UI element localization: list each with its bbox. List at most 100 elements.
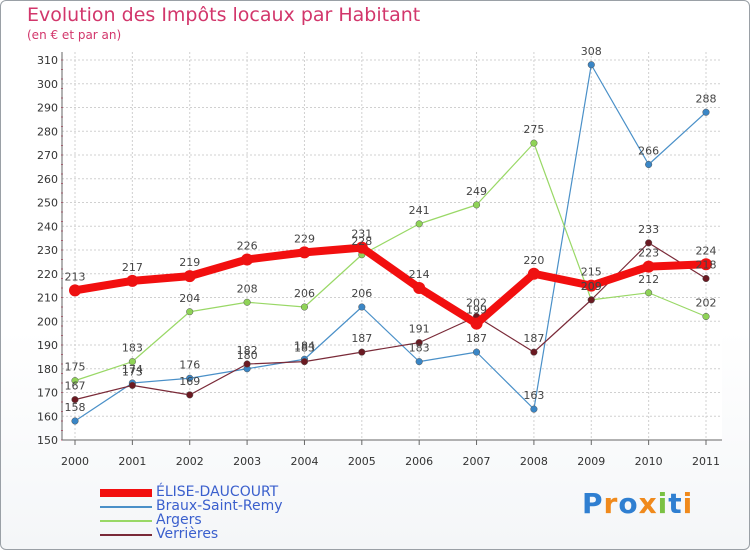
data-point--lise-daucourt-2001 bbox=[126, 274, 139, 287]
data-label-braux-saint-remy-2006: 183 bbox=[409, 342, 430, 355]
data-point-argers-2006 bbox=[415, 220, 423, 228]
legend-swatch bbox=[100, 534, 152, 536]
logo-letter: t bbox=[668, 487, 683, 520]
data-point--lise-daucourt-2004 bbox=[298, 246, 311, 259]
y-tick-label-160: 160 bbox=[37, 410, 58, 423]
x-tick-label-2007: 2007 bbox=[463, 455, 491, 468]
y-tick-label-240: 240 bbox=[37, 220, 58, 233]
legend-item-3: Verrières bbox=[100, 526, 350, 542]
data-point--lise-daucourt-2006 bbox=[413, 282, 426, 294]
data-point-braux-saint-remy-2006 bbox=[415, 358, 423, 366]
data-label--lise-daucourt-2009: 215 bbox=[581, 266, 602, 279]
x-tick-label-2010: 2010 bbox=[635, 455, 663, 468]
x-tick-label-2000: 2000 bbox=[61, 455, 89, 468]
x-tick-label-2002: 2002 bbox=[176, 455, 204, 468]
data-label-verri-res-2003: 182 bbox=[237, 344, 258, 357]
data-point-braux-saint-remy-2010 bbox=[645, 160, 653, 169]
logo-letter: o bbox=[618, 487, 639, 520]
proxiti-logo: Proxiti bbox=[582, 487, 693, 520]
data-label-braux-saint-remy-2008: 163 bbox=[523, 389, 544, 402]
data-point-braux-saint-remy-2009 bbox=[587, 61, 595, 69]
data-label-argers-2003: 208 bbox=[237, 282, 258, 295]
y-tick-label-250: 250 bbox=[37, 197, 58, 210]
data-label--lise-daucourt-2010: 223 bbox=[638, 247, 659, 260]
series-line-braux-saint-remy bbox=[74, 64, 707, 422]
legend-label: Braux-Saint-Remy bbox=[156, 498, 283, 514]
data-point-argers-2003 bbox=[243, 298, 251, 306]
data-label--lise-daucourt-2011: 224 bbox=[696, 244, 717, 257]
plot-area bbox=[62, 52, 722, 440]
data-point--lise-daucourt-2010 bbox=[642, 260, 655, 273]
data-label-braux-saint-remy-2000: 158 bbox=[65, 401, 86, 414]
data-label-argers-2008: 275 bbox=[523, 123, 544, 136]
legend-label: ÉLISE-DAUCOURT bbox=[156, 484, 279, 500]
x-tick-label-2008: 2008 bbox=[520, 455, 548, 468]
data-label-verri-res-2005: 187 bbox=[351, 332, 372, 345]
data-label-verri-res-2002: 169 bbox=[179, 375, 200, 388]
data-label--lise-daucourt-2002: 219 bbox=[179, 256, 200, 269]
data-point-argers-2007 bbox=[472, 201, 481, 209]
data-point-verri-res-2005 bbox=[358, 348, 366, 356]
data-label--lise-daucourt-2007: 199 bbox=[466, 304, 487, 317]
y-tick-label-310: 310 bbox=[37, 54, 58, 67]
data-point-braux-saint-remy-2008 bbox=[530, 405, 538, 413]
data-point-argers-2011 bbox=[702, 312, 710, 321]
data-label--lise-daucourt-2006: 214 bbox=[409, 268, 430, 281]
x-tick-label-2005: 2005 bbox=[348, 455, 376, 468]
data-point-braux-saint-remy-2011 bbox=[702, 108, 710, 116]
data-point--lise-daucourt-2009 bbox=[585, 279, 598, 292]
data-label-braux-saint-remy-2002: 176 bbox=[179, 358, 200, 371]
data-point-verri-res-2000 bbox=[71, 396, 79, 404]
legend-item-1: Braux-Saint-Remy bbox=[100, 498, 350, 514]
legend-item-2: Argers bbox=[100, 512, 350, 528]
legend-swatch bbox=[100, 489, 152, 497]
data-label-argers-2006: 241 bbox=[409, 204, 430, 217]
data-point--lise-daucourt-2007 bbox=[470, 317, 483, 330]
logo-letter: i bbox=[682, 487, 694, 520]
data-label-argers-2005: 228 bbox=[351, 235, 372, 248]
data-label--lise-daucourt-2001: 217 bbox=[122, 261, 143, 274]
x-tick-label-2004: 2004 bbox=[290, 455, 318, 468]
data-label-braux-saint-remy-2011: 288 bbox=[696, 92, 717, 105]
data-label-verri-res-2008: 187 bbox=[523, 332, 544, 345]
data-label-argers-2007: 249 bbox=[466, 185, 487, 198]
legend-swatch bbox=[100, 520, 152, 522]
series-line-argers bbox=[74, 142, 707, 382]
data-point-argers-2000 bbox=[71, 377, 79, 385]
data-label-verri-res-2011: 218 bbox=[696, 259, 717, 272]
legend-item-0: ÉLISE-DAUCOURT bbox=[100, 484, 350, 500]
data-label-braux-saint-remy-2010: 266 bbox=[638, 145, 659, 158]
data-point-braux-saint-remy-2002 bbox=[186, 374, 194, 382]
y-tick-label-210: 210 bbox=[37, 292, 58, 305]
data-point-verri-res-2006 bbox=[415, 339, 423, 347]
y-tick-label-200: 200 bbox=[37, 315, 58, 328]
chart-subtitle: (en € et par an) bbox=[27, 28, 122, 42]
data-label-argers-2004: 206 bbox=[294, 287, 315, 300]
data-label-verri-res-2006: 191 bbox=[409, 323, 430, 336]
logo-letter: x bbox=[638, 487, 658, 520]
x-tick-label-2001: 2001 bbox=[118, 455, 146, 468]
y-tick-label-260: 260 bbox=[37, 173, 58, 186]
data-label--lise-daucourt-2000: 213 bbox=[65, 270, 86, 283]
x-tick-label-2011: 2011 bbox=[692, 455, 720, 468]
y-tick-label-290: 290 bbox=[37, 102, 58, 115]
data-point-argers-2002 bbox=[186, 308, 194, 316]
data-label-verri-res-2010: 233 bbox=[638, 223, 659, 236]
data-label-verri-res-2009: 209 bbox=[581, 280, 602, 293]
data-label-verri-res-2004: 183 bbox=[294, 342, 315, 355]
data-point--lise-daucourt-2000 bbox=[69, 284, 81, 297]
data-point-braux-saint-remy-2005 bbox=[358, 303, 366, 311]
data-point-verri-res-2010 bbox=[645, 239, 653, 247]
data-point-verri-res-2001 bbox=[128, 381, 136, 389]
y-tick-label-170: 170 bbox=[37, 387, 58, 400]
y-tick-label-230: 230 bbox=[37, 244, 58, 257]
legend-label: Verrières bbox=[156, 526, 219, 542]
y-tick-label-280: 280 bbox=[37, 125, 58, 138]
data-label-braux-saint-remy-2003: 180 bbox=[237, 349, 258, 362]
data-point-verri-res-2002 bbox=[186, 391, 194, 399]
data-point-argers-2010 bbox=[645, 289, 653, 297]
data-label-argers-2009: 209 bbox=[581, 280, 602, 293]
data-point-argers-2001 bbox=[128, 358, 136, 366]
logo-letter: i bbox=[657, 487, 669, 520]
